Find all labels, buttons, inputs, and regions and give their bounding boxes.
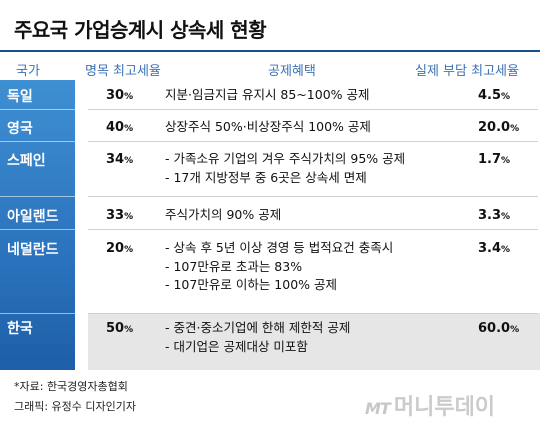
burden-germany: 4.5% xyxy=(478,88,511,103)
row-divider xyxy=(88,141,538,142)
header-benefit: 공제혜택 xyxy=(268,64,316,79)
country-spain: 스페인 xyxy=(7,153,46,169)
country-separator xyxy=(0,196,75,197)
benefit-ireland: 주식가치의 90% 공제 xyxy=(165,207,282,222)
country-separator xyxy=(0,109,75,110)
burden-netherlands: 3.4% xyxy=(478,241,511,256)
max-rate-netherlands: 20% xyxy=(106,241,134,256)
row-divider xyxy=(88,109,538,110)
country-ireland: 아일랜드 xyxy=(7,209,59,225)
country-column xyxy=(0,80,75,370)
source-note: *자료: 한국경영자총협회 xyxy=(14,380,128,393)
benefit-korea: - 중견·중소기업에 한해 제한적 공제 - 대기업은 공제대상 미포함 xyxy=(165,320,351,354)
benefit-netherlands: - 상속 후 5년 이상 경영 등 법적요건 충족시 - 107만유로 초과는 … xyxy=(165,240,394,292)
max-rate-germany: 30% xyxy=(106,88,134,103)
country-separator xyxy=(0,229,75,230)
row-divider xyxy=(88,196,538,197)
burden-uk: 20.0% xyxy=(478,120,520,135)
country-korea: 한국 xyxy=(7,321,33,337)
graphic-credit: 그래픽: 유정수 디자인기자 xyxy=(14,400,137,413)
header-max-rate: 명목 최고세율 xyxy=(85,64,161,79)
publisher-logo: MT 머니투데이 xyxy=(365,389,495,421)
logo-name: 머니투데이 xyxy=(393,395,496,420)
benefit-uk: 상장주식 50%·비상장주식 100% 공제 xyxy=(165,119,371,134)
table-header: 국가 명목 최고세율 공제혜택 실제 부담 최고세율 xyxy=(0,50,540,80)
country-uk: 영국 xyxy=(7,121,33,137)
korea-row-highlight xyxy=(88,313,540,370)
logo-mark: MT xyxy=(365,399,391,418)
country-separator xyxy=(0,141,75,142)
header-burden: 실제 부담 최고세율 xyxy=(415,64,519,79)
row-divider xyxy=(88,313,538,314)
header-country: 국가 xyxy=(16,64,40,79)
country-separator xyxy=(0,313,75,314)
max-rate-korea: 50% xyxy=(106,321,134,336)
country-germany: 독일 xyxy=(7,89,33,105)
max-rate-spain: 34% xyxy=(106,152,134,167)
country-netherlands: 네덜란드 xyxy=(7,242,59,258)
benefit-spain: - 가족소유 기업의 겨우 주식가치의 95% 공제 - 17개 지방정부 중 … xyxy=(165,151,406,185)
page-title: 주요국 가업승계시 상속세 현황 xyxy=(14,18,267,42)
benefit-germany: 지분·임금지급 유지시 85~100% 공제 xyxy=(165,87,370,102)
row-divider xyxy=(88,229,538,230)
burden-spain: 1.7% xyxy=(478,152,511,167)
max-rate-uk: 40% xyxy=(106,120,134,135)
burden-korea: 60.0% xyxy=(478,321,520,336)
max-rate-ireland: 33% xyxy=(106,208,134,223)
burden-ireland: 3.3% xyxy=(478,208,511,223)
